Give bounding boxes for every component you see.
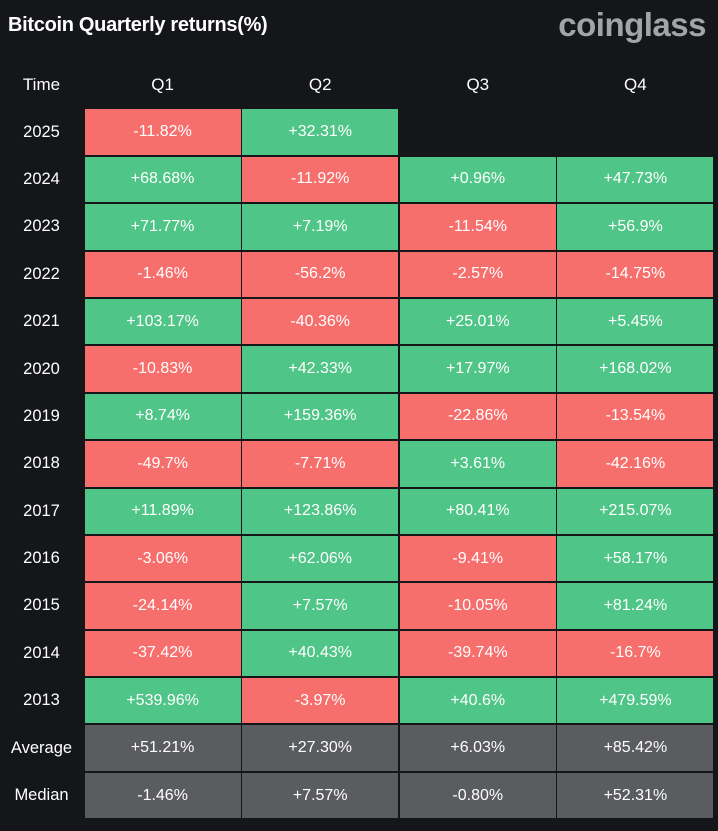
row-label-2016: 2016	[23, 549, 60, 568]
return-cell-2015-q2: +7.57%	[242, 583, 399, 629]
return-cell-2022-q3: -2.57%	[399, 251, 556, 297]
return-cell-2018-q2: -7.71%	[242, 441, 399, 487]
returns-table: Time Q1 Q2 Q3 Q4 2025 -11.82% +32.31% 2024 +68.68…	[0, 62, 714, 820]
return-cell-2024-q4: +47.73%	[557, 156, 714, 203]
chart-title: Bitcoin Quarterly returns(%)	[8, 14, 268, 36]
return-cell-2021-q1: +103.17%	[84, 298, 241, 345]
return-cell-2020-q2: +42.33%	[242, 346, 399, 392]
row-label-2015: 2015	[23, 596, 60, 615]
average-cell-q3: +6.03%	[399, 725, 556, 771]
return-cell-2022-q1: -1.46%	[84, 251, 241, 297]
row-label-2017: 2017	[23, 501, 60, 520]
row-label-2014: 2014	[23, 643, 60, 662]
average-cell-q4: +85.42%	[557, 725, 714, 771]
return-cell-2023-q3: -11.54%	[399, 204, 556, 250]
return-cell-2014-q3: -39.74%	[399, 630, 556, 677]
row-label-2021: 2021	[23, 312, 60, 331]
median-cell-q3: -0.80%	[399, 772, 556, 819]
median-cell-q2: +7.57%	[242, 772, 399, 819]
row-label-2019: 2019	[23, 406, 60, 425]
column-header-q2: Q2	[308, 74, 332, 94]
return-cell-2022-q2: -56.2%	[242, 251, 399, 297]
average-cell-q1: +51.21%	[84, 725, 241, 771]
row-label-2022: 2022	[23, 264, 60, 283]
column-header-q3: Q3	[466, 74, 490, 94]
return-cell-2019-q4: -13.54%	[557, 393, 714, 440]
return-cell-2015-q1: -24.14%	[84, 583, 241, 629]
return-cell-2021-q3: +25.01%	[399, 298, 556, 345]
return-cell-2022-q4: -14.75%	[557, 251, 714, 297]
column-header-time: Time	[22, 74, 61, 94]
return-cell-2023-q4: +56.9%	[557, 204, 714, 250]
return-cell-2017-q4: +215.07%	[557, 488, 714, 534]
brand-logo: coinglass	[558, 6, 706, 43]
return-cell-2013-q4: +479.59%	[557, 678, 714, 724]
row-label-average: Average	[10, 738, 73, 757]
row-label-2025: 2025	[23, 122, 60, 141]
column-header-q1: Q1	[151, 74, 174, 94]
return-cell-2025-q1: -11.82%	[84, 109, 241, 155]
return-cell-2017-q3: +80.41%	[399, 488, 556, 534]
return-cell-2017-q1: +11.89%	[84, 488, 241, 534]
return-cell-2024-q3: +0.96%	[399, 156, 556, 203]
return-cell-2020-q3: +17.97%	[399, 346, 556, 392]
return-cell-2013-q3: +40.6%	[399, 678, 556, 724]
row-label-2018: 2018	[23, 454, 60, 473]
return-cell-2023-q2: +7.19%	[242, 204, 399, 250]
median-cell-q1: -1.46%	[84, 772, 241, 819]
return-cell-2019-q2: +159.36%	[242, 393, 399, 440]
return-cell-2016-q2: +62.06%	[242, 535, 399, 582]
column-header-q4: Q4	[624, 74, 647, 94]
return-cell-2025-q4	[557, 109, 713, 154]
return-cell-2018-q3: +3.61%	[399, 441, 556, 487]
row-label-2024: 2024	[23, 169, 60, 188]
return-cell-2016-q3: -9.41%	[399, 535, 556, 582]
return-cell-2013-q2: -3.97%	[242, 678, 399, 724]
return-cell-2013-q1: +539.96%	[84, 678, 241, 724]
return-cell-2018-q4: -42.16%	[557, 441, 714, 487]
return-cell-2016-q4: +58.17%	[557, 535, 714, 582]
return-cell-2024-q1: +68.68%	[84, 156, 241, 203]
return-cell-2017-q2: +123.86%	[242, 488, 399, 534]
return-cell-2021-q2: -40.36%	[242, 298, 399, 345]
return-cell-2018-q1: -49.7%	[84, 441, 241, 487]
return-cell-2024-q2: -11.92%	[242, 156, 399, 203]
row-label-2013: 2013	[23, 691, 60, 710]
return-cell-2020-q4: +168.02%	[557, 346, 714, 392]
return-cell-2023-q1: +71.77%	[84, 204, 241, 250]
return-cell-2019-q3: -22.86%	[399, 393, 556, 440]
return-cell-2015-q3: -10.05%	[399, 583, 556, 629]
return-cell-2016-q1: -3.06%	[84, 535, 241, 582]
return-cell-2021-q4: +5.45%	[557, 298, 714, 345]
return-cell-2019-q1: +8.74%	[84, 393, 241, 440]
chart-header: Bitcoin Quarterly returns(%) coinglass	[0, 0, 718, 60]
return-cell-2020-q1: -10.83%	[84, 346, 241, 392]
median-cell-q4: +52.31%	[557, 772, 714, 819]
row-label-2020: 2020	[23, 359, 60, 378]
return-cell-2025-q3	[400, 109, 556, 154]
row-label-2023: 2023	[23, 217, 60, 236]
row-label-median: Median	[14, 786, 69, 805]
return-cell-2025-q2: +32.31%	[242, 109, 399, 155]
return-cell-2015-q4: +81.24%	[557, 583, 714, 629]
return-cell-2014-q1: -37.42%	[84, 630, 241, 677]
return-cell-2014-q2: +40.43%	[242, 630, 399, 677]
return-cell-2014-q4: -16.7%	[557, 630, 714, 677]
average-cell-q2: +27.30%	[242, 725, 399, 771]
